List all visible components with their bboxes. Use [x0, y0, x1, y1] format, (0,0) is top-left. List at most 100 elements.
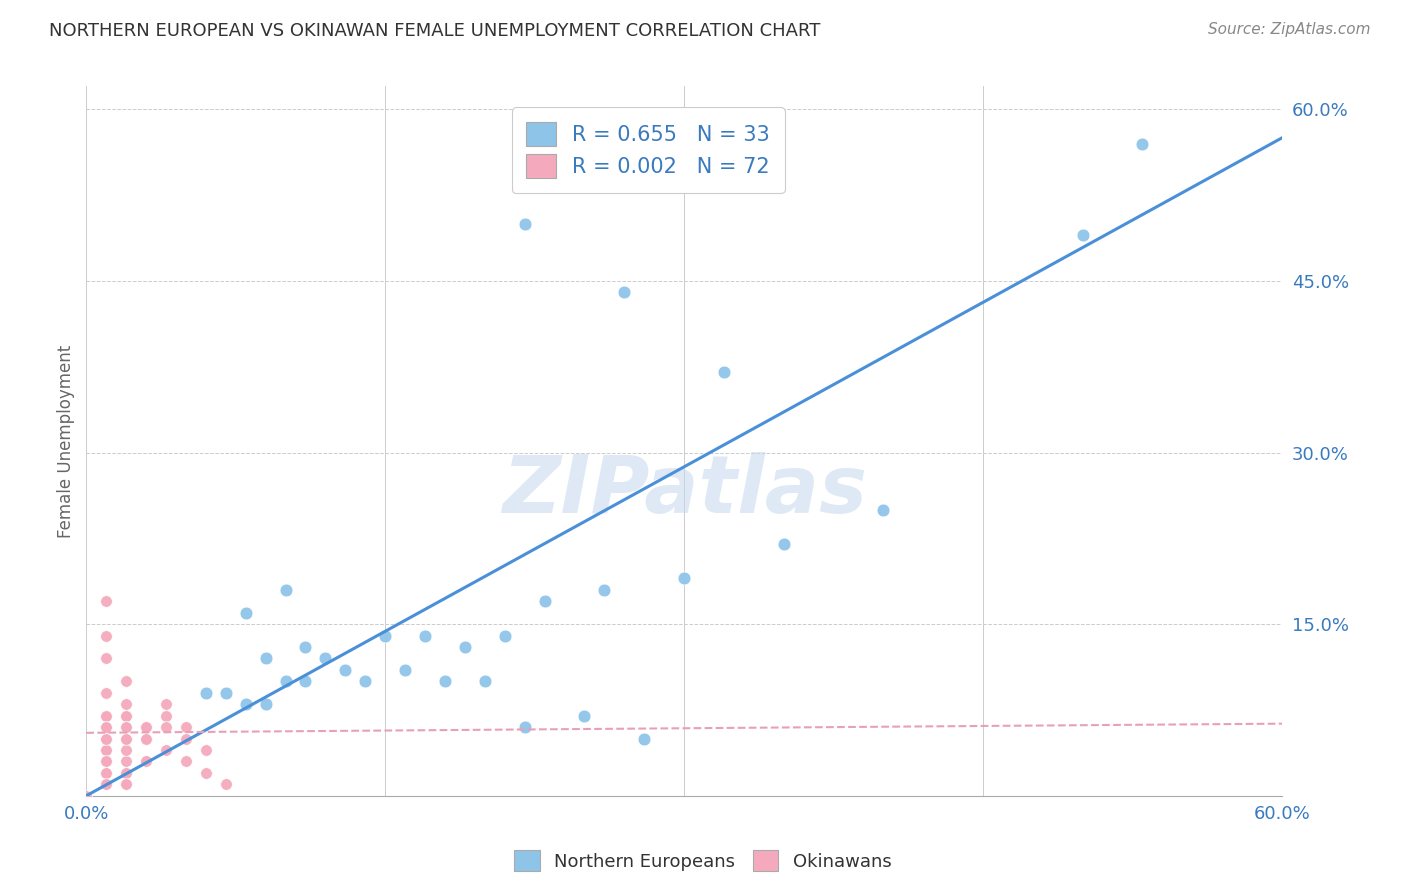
Point — [413, 629, 436, 643]
Point — [115, 731, 138, 746]
Point — [96, 743, 118, 757]
Point — [96, 651, 118, 665]
Point — [96, 731, 118, 746]
Point — [96, 755, 118, 769]
Point — [75, 789, 97, 803]
Point — [574, 708, 596, 723]
Point — [274, 582, 297, 597]
Point — [96, 708, 118, 723]
Point — [96, 765, 118, 780]
Point — [115, 720, 138, 734]
Point — [194, 743, 217, 757]
Point — [115, 708, 138, 723]
Point — [115, 765, 138, 780]
Point — [155, 697, 177, 711]
Point — [533, 594, 555, 608]
Point — [96, 743, 118, 757]
Text: Source: ZipAtlas.com: Source: ZipAtlas.com — [1208, 22, 1371, 37]
Point — [115, 697, 138, 711]
Point — [96, 686, 118, 700]
Point — [115, 755, 138, 769]
Point — [194, 765, 217, 780]
Point — [1071, 228, 1094, 243]
Point — [96, 777, 118, 791]
Point — [1132, 136, 1154, 151]
Point — [96, 720, 118, 734]
Point — [394, 663, 416, 677]
Point — [155, 708, 177, 723]
Point — [374, 629, 396, 643]
Point — [633, 731, 655, 746]
Point — [96, 720, 118, 734]
Point — [772, 537, 794, 551]
Point — [115, 777, 138, 791]
Point — [274, 674, 297, 689]
Point — [314, 651, 336, 665]
Point — [354, 674, 377, 689]
Y-axis label: Female Unemployment: Female Unemployment — [58, 344, 75, 538]
Point — [335, 663, 357, 677]
Point — [115, 777, 138, 791]
Point — [215, 686, 238, 700]
Point — [96, 755, 118, 769]
Point — [96, 777, 118, 791]
Point — [115, 777, 138, 791]
Point — [294, 640, 316, 654]
Point — [235, 606, 257, 620]
Point — [194, 686, 217, 700]
Point — [96, 755, 118, 769]
Point — [96, 755, 118, 769]
Point — [96, 731, 118, 746]
Point — [174, 720, 197, 734]
Point — [96, 731, 118, 746]
Point — [215, 777, 238, 791]
Point — [96, 765, 118, 780]
Point — [494, 629, 516, 643]
Point — [155, 743, 177, 757]
Point — [96, 720, 118, 734]
Point — [96, 594, 118, 608]
Point — [115, 731, 138, 746]
Point — [474, 674, 496, 689]
Point — [135, 720, 157, 734]
Point — [96, 777, 118, 791]
Point — [96, 743, 118, 757]
Legend: R = 0.655   N = 33, R = 0.002   N = 72: R = 0.655 N = 33, R = 0.002 N = 72 — [512, 107, 785, 193]
Point — [613, 285, 636, 300]
Point — [96, 731, 118, 746]
Point — [96, 743, 118, 757]
Point — [135, 720, 157, 734]
Point — [115, 777, 138, 791]
Point — [96, 765, 118, 780]
Point — [96, 765, 118, 780]
Point — [872, 502, 894, 516]
Point — [713, 365, 735, 379]
Point — [254, 651, 277, 665]
Point — [96, 708, 118, 723]
Point — [135, 731, 157, 746]
Point — [174, 731, 197, 746]
Point — [96, 731, 118, 746]
Point — [96, 743, 118, 757]
Legend: Northern Europeans, Okinawans: Northern Europeans, Okinawans — [508, 843, 898, 879]
Point — [115, 777, 138, 791]
Point — [96, 720, 118, 734]
Point — [115, 765, 138, 780]
Point — [135, 731, 157, 746]
Point — [96, 755, 118, 769]
Point — [254, 697, 277, 711]
Point — [593, 582, 616, 597]
Point — [155, 720, 177, 734]
Point — [433, 674, 456, 689]
Point — [115, 708, 138, 723]
Point — [235, 697, 257, 711]
Point — [135, 755, 157, 769]
Point — [673, 571, 696, 585]
Point — [115, 708, 138, 723]
Point — [115, 743, 138, 757]
Point — [96, 743, 118, 757]
Point — [115, 674, 138, 689]
Point — [294, 674, 316, 689]
Point — [96, 765, 118, 780]
Point — [115, 720, 138, 734]
